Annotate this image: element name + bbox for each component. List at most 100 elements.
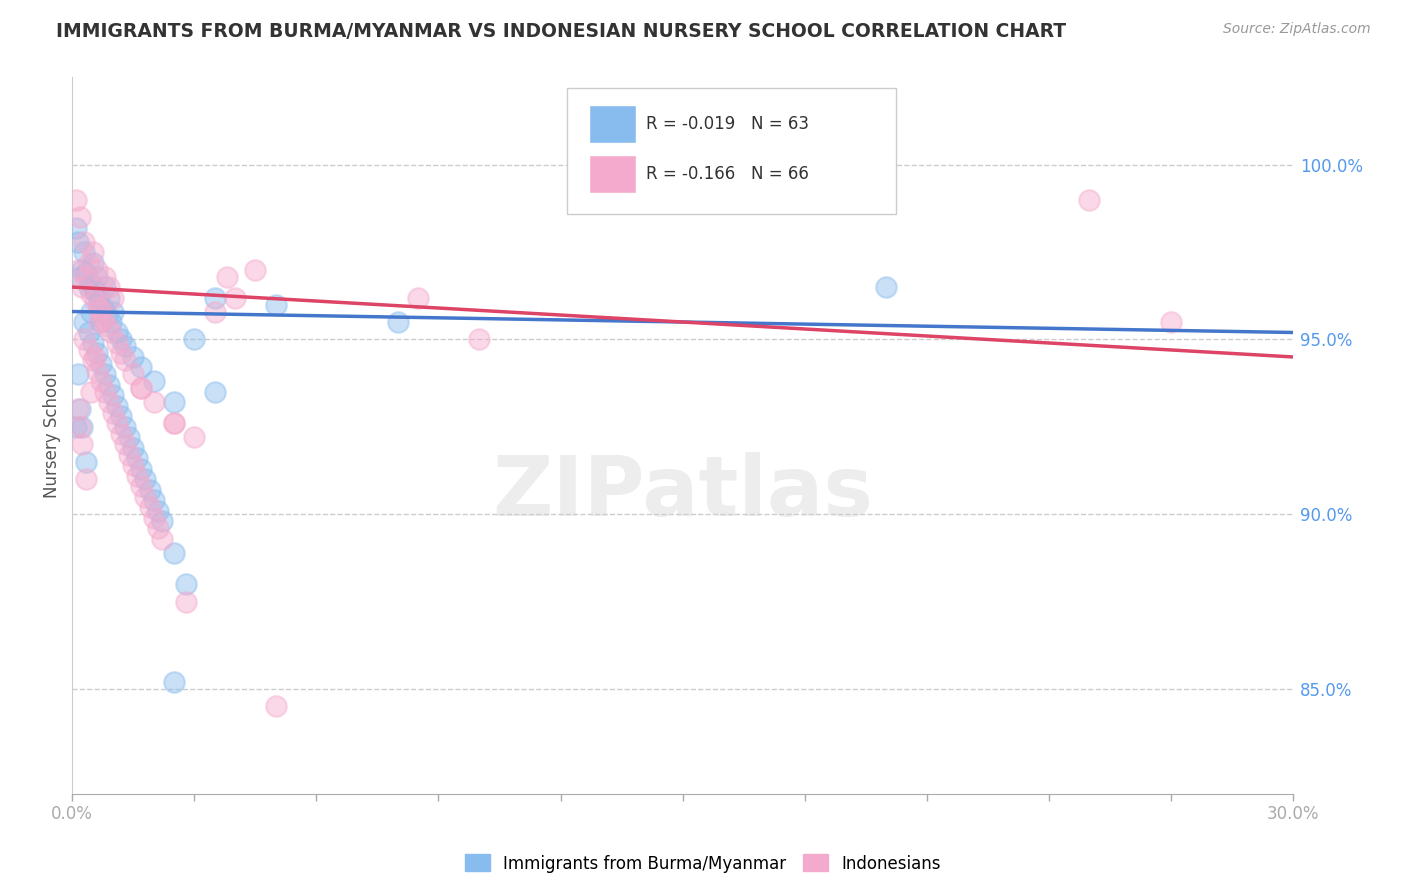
Point bbox=[1160, 315, 1182, 329]
Point bbox=[163, 674, 186, 689]
Point bbox=[83, 284, 105, 298]
Point bbox=[105, 326, 128, 340]
Point bbox=[72, 437, 94, 451]
Point bbox=[87, 315, 110, 329]
Point bbox=[76, 472, 98, 486]
Point bbox=[163, 546, 186, 560]
Point bbox=[67, 235, 90, 249]
Point bbox=[76, 455, 98, 469]
Point bbox=[110, 346, 132, 360]
Point bbox=[183, 430, 205, 444]
Point bbox=[146, 504, 169, 518]
Point bbox=[122, 350, 145, 364]
Point bbox=[86, 262, 108, 277]
Point bbox=[122, 368, 145, 382]
Point bbox=[90, 304, 112, 318]
Point bbox=[86, 364, 108, 378]
FancyBboxPatch shape bbox=[589, 104, 636, 144]
Point bbox=[142, 375, 165, 389]
Point bbox=[105, 417, 128, 431]
Point bbox=[118, 448, 141, 462]
Point bbox=[264, 699, 287, 714]
Point bbox=[97, 291, 120, 305]
Point bbox=[245, 262, 267, 277]
FancyBboxPatch shape bbox=[567, 88, 896, 213]
Point bbox=[114, 339, 136, 353]
Point bbox=[131, 462, 153, 476]
Point bbox=[122, 441, 145, 455]
Point bbox=[65, 193, 87, 207]
Point bbox=[127, 451, 149, 466]
Point bbox=[90, 375, 112, 389]
Text: Source: ZipAtlas.com: Source: ZipAtlas.com bbox=[1223, 22, 1371, 37]
Point bbox=[110, 426, 132, 441]
Point bbox=[94, 269, 117, 284]
Point bbox=[387, 315, 409, 329]
Point bbox=[118, 430, 141, 444]
Point bbox=[127, 468, 149, 483]
Point bbox=[110, 409, 132, 424]
Point bbox=[875, 280, 897, 294]
Point bbox=[82, 255, 104, 269]
Point bbox=[122, 458, 145, 473]
Point bbox=[73, 333, 96, 347]
Point bbox=[67, 402, 90, 417]
Point bbox=[76, 266, 98, 280]
Point bbox=[90, 315, 112, 329]
Point bbox=[105, 399, 128, 413]
Legend: Immigrants from Burma/Myanmar, Indonesians: Immigrants from Burma/Myanmar, Indonesia… bbox=[458, 847, 948, 880]
Point bbox=[69, 402, 91, 417]
Point bbox=[83, 284, 105, 298]
Point bbox=[76, 269, 98, 284]
Point bbox=[142, 493, 165, 508]
Point bbox=[77, 326, 100, 340]
Point bbox=[163, 417, 186, 431]
Point bbox=[101, 304, 124, 318]
Point bbox=[94, 280, 117, 294]
Point bbox=[114, 353, 136, 368]
Point bbox=[67, 368, 90, 382]
Text: IMMIGRANTS FROM BURMA/MYANMAR VS INDONESIAN NURSERY SCHOOL CORRELATION CHART: IMMIGRANTS FROM BURMA/MYANMAR VS INDONES… bbox=[56, 22, 1066, 41]
Point bbox=[204, 304, 226, 318]
Text: R = -0.019   N = 63: R = -0.019 N = 63 bbox=[645, 115, 808, 133]
Point bbox=[174, 594, 197, 608]
Point bbox=[150, 514, 173, 528]
Point bbox=[105, 335, 128, 350]
Point bbox=[82, 335, 104, 350]
Point bbox=[110, 333, 132, 347]
Point bbox=[72, 420, 94, 434]
Point bbox=[87, 291, 110, 305]
Point bbox=[101, 406, 124, 420]
Point bbox=[204, 291, 226, 305]
Point bbox=[79, 277, 101, 291]
Point bbox=[101, 291, 124, 305]
Point bbox=[79, 304, 101, 318]
Point bbox=[94, 384, 117, 399]
Point bbox=[72, 280, 94, 294]
Point bbox=[79, 287, 101, 301]
Point bbox=[91, 301, 114, 315]
Point bbox=[131, 479, 153, 493]
Point bbox=[174, 577, 197, 591]
Point bbox=[163, 395, 186, 409]
Point bbox=[97, 395, 120, 409]
Point bbox=[183, 333, 205, 347]
Text: ZIPatlas: ZIPatlas bbox=[492, 452, 873, 533]
Point bbox=[114, 420, 136, 434]
Point bbox=[96, 318, 118, 333]
Point bbox=[131, 360, 153, 375]
Point bbox=[264, 297, 287, 311]
Point bbox=[90, 357, 112, 371]
Point bbox=[204, 384, 226, 399]
Point bbox=[406, 291, 429, 305]
Point bbox=[91, 311, 114, 326]
Point bbox=[67, 262, 90, 277]
Point bbox=[73, 235, 96, 249]
Point bbox=[215, 269, 238, 284]
Point bbox=[142, 510, 165, 524]
Point bbox=[73, 315, 96, 329]
Point bbox=[96, 308, 118, 322]
Point bbox=[131, 381, 153, 395]
Point bbox=[77, 280, 100, 294]
Point bbox=[94, 368, 117, 382]
